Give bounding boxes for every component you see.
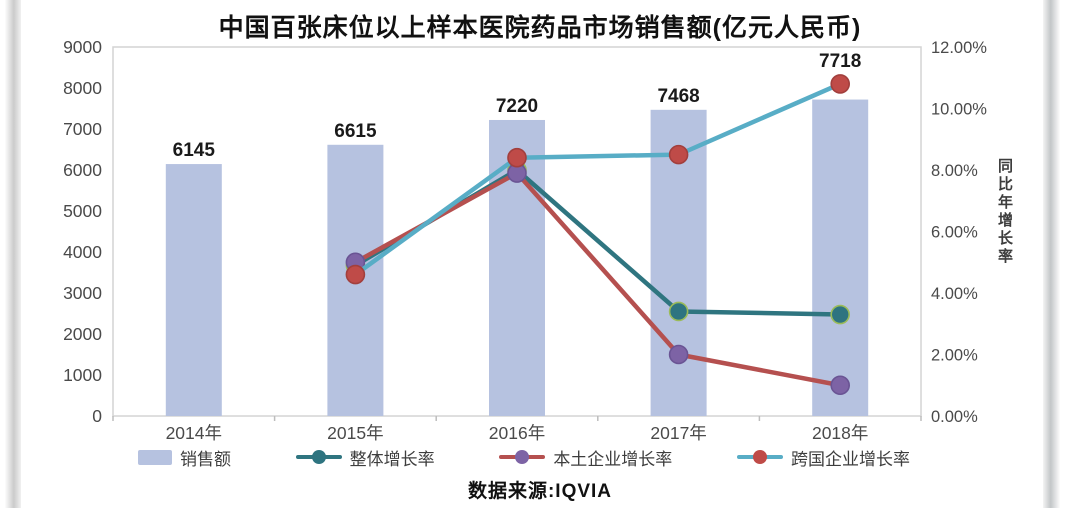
bar-label-2014年: 6145	[173, 140, 216, 161]
left-axis-tick-8000: 8000	[63, 78, 102, 98]
left-axis-tick-0: 0	[92, 406, 102, 426]
left-axis-tick-1000: 1000	[63, 365, 102, 385]
legend-marker-dot-icon	[752, 450, 767, 464]
legend-item-本土企业增长率: 本土企业增长率	[499, 445, 672, 470]
right-axis-tick-0.00%: 0.00%	[931, 408, 978, 426]
x-axis-label-2015年: 2015年	[327, 423, 383, 443]
legend-item-销售额: 销售额	[138, 445, 231, 470]
legend-line-marker-icon	[736, 450, 783, 465]
left-edge-shadow	[5, 0, 21, 508]
marker-本土企业增长率-2	[668, 344, 689, 365]
chart-title: 中国百张床位以上样本医院药品市场销售额(亿元人民币)	[218, 14, 862, 42]
left-axis-tick-9000: 9000	[63, 37, 102, 57]
right-axis-tick-12.00%: 12.00%	[931, 39, 987, 57]
data-source-note: 数据来源:IQVIA	[467, 481, 613, 502]
line-本土企业增长率	[354, 170, 841, 388]
legend-item-整体增长率: 整体增长率	[295, 445, 435, 470]
marker-跨国企业增长率-0	[345, 264, 366, 285]
bar-label-2017年: 7468	[657, 86, 699, 107]
x-axis-label-2016年: 2016年	[489, 423, 545, 443]
right-axis-tick-4.00%: 4.00%	[931, 285, 978, 303]
legend-label: 销售额	[180, 449, 231, 469]
right-axis-title: 同比年增长率	[996, 158, 1013, 266]
marker-本土企业增长率-3	[830, 375, 851, 396]
legend-bar-swatch-icon	[138, 449, 172, 465]
marker-整体增长率-2	[668, 301, 689, 322]
legend-line-marker-icon	[499, 450, 546, 465]
legend-marker-dot-icon	[311, 450, 326, 464]
line-跨国企业增长率	[354, 81, 842, 277]
left-axis-tick-2000: 2000	[63, 324, 102, 344]
right-axis-tick-8.00%: 8.00%	[931, 162, 978, 180]
marker-整体增长率-3	[830, 304, 851, 325]
chart-legend: 销售额 整体增长率 本土企业增长率 跨国企业增长率	[138, 444, 910, 470]
right-edge-shadow	[1043, 0, 1060, 508]
x-axis-label-2018年: 2018年	[812, 423, 868, 443]
left-axis-tick-6000: 6000	[63, 160, 102, 180]
legend-label: 本土企业增长率	[553, 449, 673, 469]
bar-2014年	[165, 164, 222, 416]
x-axis-label-2014年: 2014年	[166, 423, 222, 443]
bar-label-2016年: 7220	[496, 96, 538, 117]
right-axis-tick-2.00%: 2.00%	[931, 347, 978, 365]
bar-2018年	[812, 99, 869, 416]
legend-item-跨国企业增长率: 跨国企业增长率	[736, 445, 910, 470]
left-axis-tick-3000: 3000	[63, 283, 102, 303]
x-axis-label-2017年: 2017年	[650, 423, 706, 443]
left-axis-tick-4000: 4000	[63, 242, 102, 262]
line-整体增长率	[354, 167, 841, 317]
marker-跨国企业增长率-3	[830, 74, 851, 94]
left-axis-tick-5000: 5000	[63, 201, 102, 221]
marker-跨国企业增长率-2	[668, 144, 689, 165]
marker-跨国企业增长率-1	[507, 147, 527, 168]
right-axis-tick-6.00%: 6.00%	[931, 224, 978, 242]
legend-label: 整体增长率	[349, 449, 435, 469]
right-axis-tick-10.00%: 10.00%	[931, 101, 987, 119]
left-axis-tick-7000: 7000	[63, 119, 102, 139]
bar-label-2015年: 6615	[334, 121, 377, 142]
legend-line-marker-icon	[295, 450, 342, 465]
bar-label-2018年: 7718	[819, 51, 861, 72]
legend-label: 跨国企业增长率	[790, 449, 910, 469]
legend-marker-dot-icon	[515, 450, 530, 464]
